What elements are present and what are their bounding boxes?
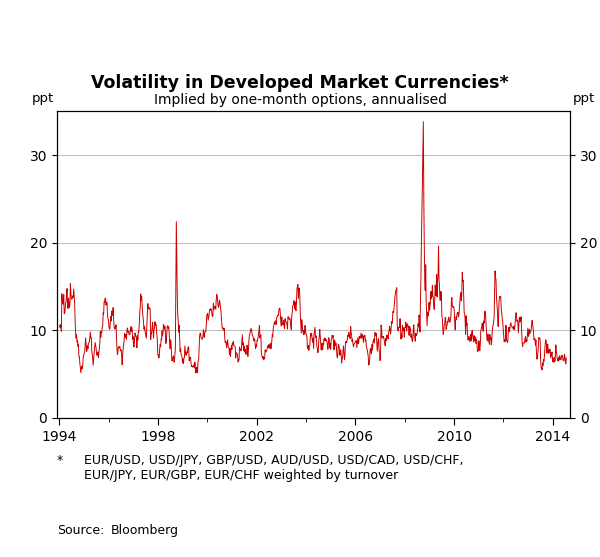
Text: ppt: ppt	[32, 92, 55, 105]
Text: ppt: ppt	[572, 92, 595, 105]
Text: Bloomberg: Bloomberg	[111, 524, 179, 536]
Text: Source:: Source:	[57, 524, 104, 536]
Text: *: *	[57, 454, 63, 467]
Text: Volatility in Developed Market Currencies*: Volatility in Developed Market Currencie…	[91, 74, 509, 92]
Text: Implied by one-month options, annualised: Implied by one-month options, annualised	[154, 93, 446, 107]
Text: EUR/USD, USD/JPY, GBP/USD, AUD/USD, USD/CAD, USD/CHF,
EUR/JPY, EUR/GBP, EUR/CHF : EUR/USD, USD/JPY, GBP/USD, AUD/USD, USD/…	[84, 454, 464, 482]
